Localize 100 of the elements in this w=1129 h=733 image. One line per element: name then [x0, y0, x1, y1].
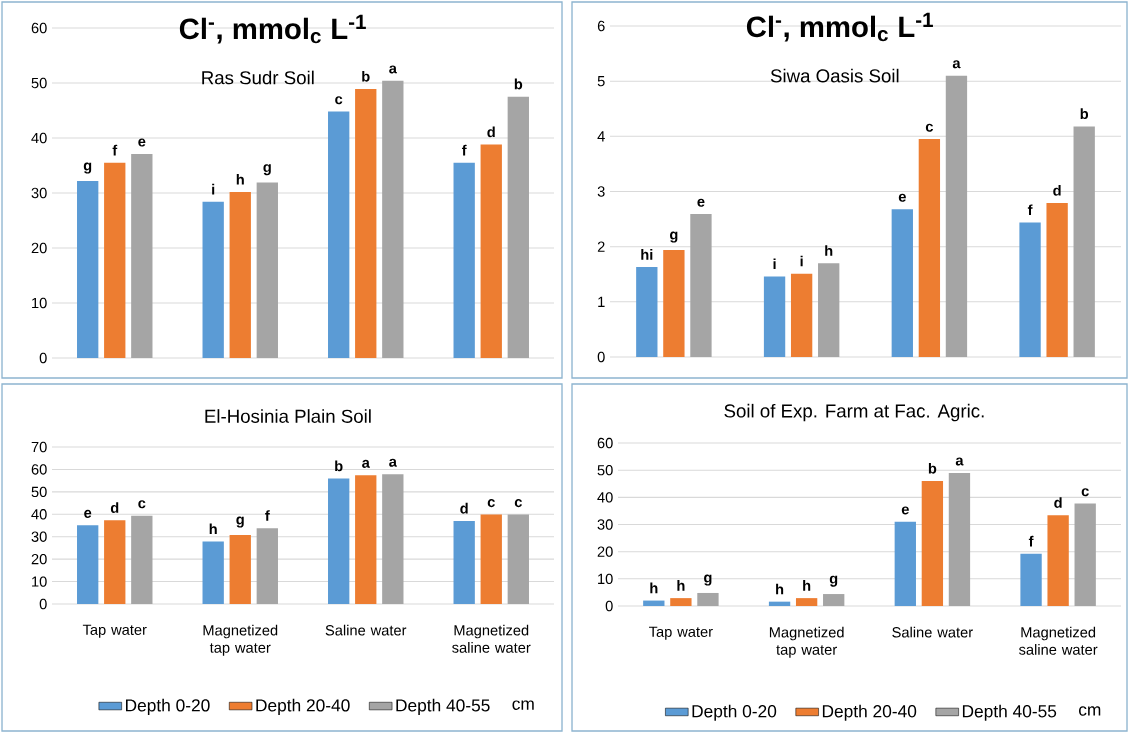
y-tick-label: 10 — [32, 297, 47, 309]
data-label: i — [212, 183, 215, 195]
y-tick-label: 1 — [598, 296, 605, 307]
data-label: g — [704, 574, 712, 586]
chart-title: Cl$^{-}$, mmol$_{c}$ L$^{-1}$ — [179, 14, 366, 44]
legend-label: Depth 40-55 — [962, 704, 1057, 721]
bar — [1046, 203, 1068, 357]
y-tick-label: 20 — [31, 553, 47, 565]
x-tick-label: Magnetized saline water — [1019, 626, 1098, 655]
y-tick-label: 20 — [597, 546, 613, 557]
y-tick-label: 60 — [31, 464, 47, 475]
bar — [507, 514, 529, 604]
data-label: a — [389, 458, 397, 467]
bar — [921, 481, 944, 606]
bar — [690, 214, 712, 357]
y-tick-label: 10 — [32, 576, 47, 587]
data-label: b — [928, 462, 937, 474]
bar — [790, 273, 813, 357]
y-tick-label: 0 — [39, 352, 47, 364]
data-label: e — [697, 198, 705, 207]
bar — [1020, 553, 1042, 606]
data-label: g — [83, 162, 92, 174]
data-label: c — [487, 499, 495, 508]
data-label: g — [236, 516, 244, 528]
data-label: d — [1054, 497, 1062, 508]
bar — [636, 267, 658, 357]
bar — [77, 180, 99, 358]
data-label: f — [112, 144, 118, 156]
bar — [77, 525, 99, 604]
legend-title: cm — [512, 700, 534, 710]
y-tick-label: 40 — [31, 132, 47, 144]
data-label: h — [776, 583, 784, 595]
data-label: g — [263, 164, 271, 176]
bar — [763, 276, 786, 357]
chart-title: Soil of Exp. Farm at Fac. Agric. — [724, 403, 984, 422]
bar — [945, 75, 968, 357]
bar — [382, 474, 404, 604]
x-tick-label: Tap water — [82, 624, 147, 638]
bar — [104, 520, 126, 604]
legend-label: Depth 20-40 — [822, 704, 917, 721]
bar — [453, 521, 475, 604]
data-label: hi — [641, 249, 653, 260]
bar — [131, 153, 153, 358]
y-tick-label: 4 — [597, 131, 605, 142]
data-label: c — [514, 499, 522, 508]
text: Siwa Oasis Soil — [770, 68, 899, 83]
y-tick-label: 10 — [598, 573, 613, 585]
data-label: a — [362, 459, 370, 468]
y-tick-label: 5 — [597, 76, 605, 87]
bar — [453, 162, 475, 358]
x-tick-label: Magnetized tap water — [769, 626, 844, 658]
bar — [918, 139, 941, 357]
bar — [894, 521, 916, 606]
y-tick-label: 3 — [597, 186, 605, 197]
data-label: d — [110, 502, 119, 513]
bar — [229, 534, 251, 604]
bar — [480, 144, 502, 358]
data-label: c — [138, 500, 146, 509]
data-label: d — [487, 126, 495, 138]
bar — [202, 541, 224, 604]
bar — [643, 600, 665, 606]
bar — [670, 598, 692, 606]
data-label: e — [138, 138, 146, 147]
data-label: h — [650, 582, 658, 594]
bar — [480, 514, 502, 604]
bar — [823, 594, 845, 606]
bar — [382, 80, 404, 358]
y-tick-label: 2 — [597, 241, 605, 252]
data-label: c — [925, 123, 934, 132]
data-label: f — [265, 510, 270, 521]
data-label: c — [1081, 488, 1089, 497]
bar — [104, 162, 126, 358]
data-label: a — [389, 65, 397, 74]
bar — [328, 478, 350, 604]
y-tick-label: 0 — [597, 351, 605, 363]
data-label: h — [209, 523, 217, 535]
data-label: b — [1080, 108, 1089, 120]
y-tick-label: 40 — [31, 509, 47, 520]
chart-title: El-Hosinia Plain Soil — [205, 409, 371, 423]
legend-label: Depth 0-20 — [692, 704, 777, 721]
y-tick-label: 50 — [31, 486, 47, 498]
text: Ras Sudr Soil — [202, 70, 314, 85]
x-tick-label: Tap water — [649, 626, 713, 640]
bar — [355, 89, 377, 358]
bar — [355, 475, 377, 604]
bar — [891, 209, 913, 357]
bar — [663, 249, 685, 357]
y-tick-label: 50 — [31, 77, 47, 89]
data-label: e — [84, 509, 92, 518]
y-tick-label: 20 — [31, 242, 47, 254]
y-tick-label: 6 — [597, 20, 605, 32]
y-tick-label: 30 — [31, 531, 47, 542]
bar — [131, 515, 153, 604]
y-tick-label: 50 — [597, 465, 613, 476]
data-label: h — [825, 245, 833, 256]
data-label: c — [335, 96, 343, 105]
bar — [948, 472, 971, 606]
bar — [256, 528, 278, 604]
bar — [256, 182, 278, 358]
data-label: h — [236, 173, 244, 185]
